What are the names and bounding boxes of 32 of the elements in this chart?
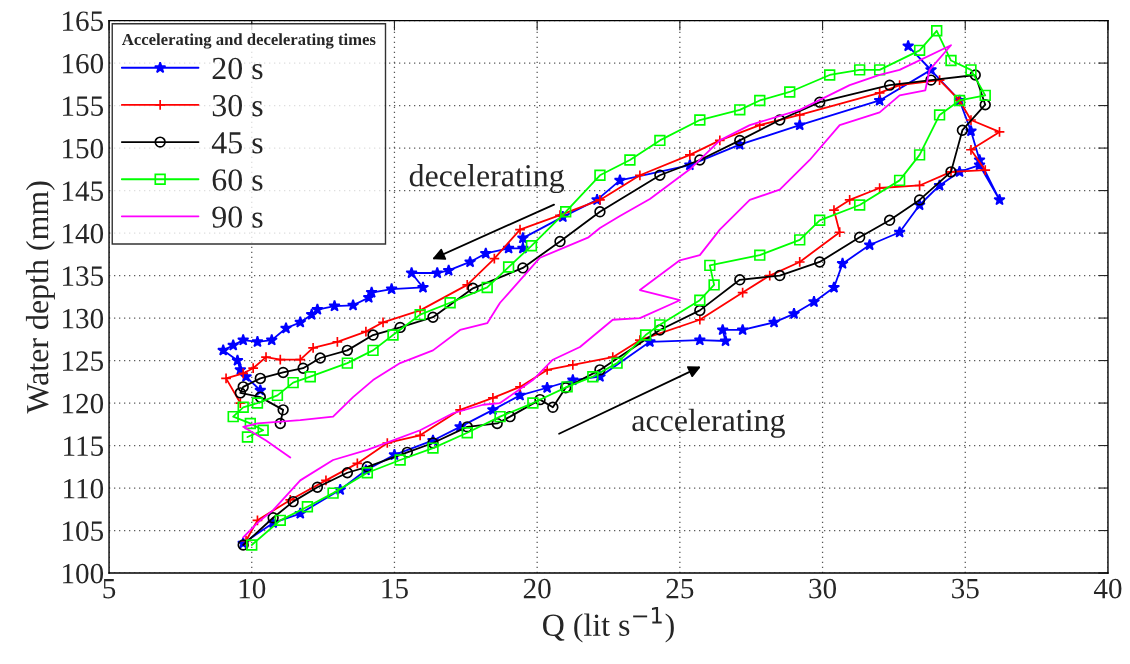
y-tick-label: 100 [63, 563, 104, 584]
legend-label: 45 s [211, 132, 263, 154]
y-tick-label: 110 [64, 478, 104, 499]
y-tick-label: 105 [63, 521, 104, 541]
x-axis-title: Q (lit s$^{−1}$) [543, 607, 674, 643]
y-tick-label: 125 [63, 351, 104, 371]
y-tick-label: 155 [63, 96, 104, 116]
x-tick-label: 15 [382, 578, 408, 599]
legend-label: 20 s [212, 57, 263, 80]
legend-title: Accelerating and decelerating times [121, 33, 376, 49]
y-tick-label: 160 [63, 53, 104, 74]
legend-label: 30 s [212, 94, 263, 117]
y-tick-label: 135 [63, 266, 104, 286]
x-tick-label: 35 [952, 578, 979, 599]
y-axis-title: Water depth (mm) [25, 181, 55, 414]
y-tick-label: 115 [64, 436, 104, 456]
x-tick-label: 10 [239, 578, 266, 599]
x-tick-label: 5 [103, 579, 116, 599]
x-tick-label: 20 [523, 578, 551, 599]
y-tick-label: 120 [63, 393, 104, 414]
y-tick-label: 165 [63, 11, 104, 31]
annotation: decelerating [409, 164, 565, 194]
legend-label: 90 s [212, 206, 263, 228]
annotation: accelerating [632, 408, 785, 438]
y-tick-label: 140 [63, 223, 104, 244]
y-tick-label: 145 [63, 181, 104, 201]
y-tick-label: 150 [63, 138, 104, 159]
legend-label: 60 s [212, 169, 263, 191]
x-tick-label: 25 [666, 578, 694, 599]
x-tick-label: 40 [1093, 578, 1122, 599]
y-tick-label: 130 [63, 308, 104, 329]
x-tick-label: 30 [809, 578, 837, 599]
